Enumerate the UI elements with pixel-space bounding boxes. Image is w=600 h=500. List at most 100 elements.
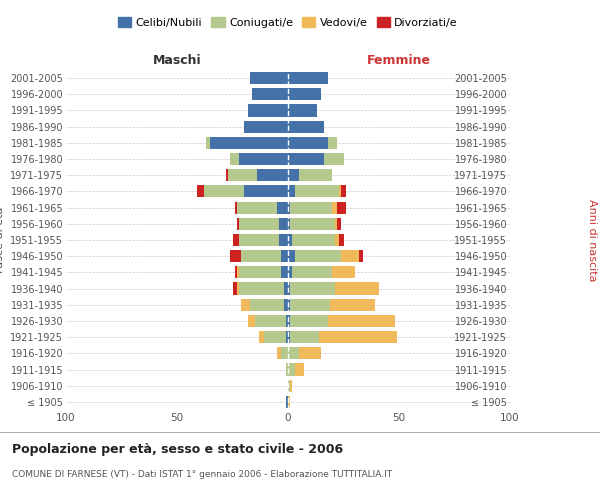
Bar xyxy=(203,186,244,198)
Bar xyxy=(235,266,237,278)
Text: Popolazione per età, sesso e stato civile - 2006: Popolazione per età, sesso e stato civil… xyxy=(12,442,343,456)
Bar xyxy=(288,364,295,376)
Bar xyxy=(290,218,335,230)
Bar xyxy=(233,282,237,294)
Bar xyxy=(281,250,288,262)
Bar xyxy=(263,331,286,343)
Bar xyxy=(230,250,241,262)
Bar xyxy=(288,88,322,101)
Bar xyxy=(235,202,237,213)
Bar xyxy=(339,186,341,198)
Bar xyxy=(299,169,332,181)
Bar xyxy=(335,234,339,246)
Bar xyxy=(286,331,288,343)
Bar xyxy=(328,315,395,327)
Bar xyxy=(295,364,304,376)
Bar xyxy=(233,234,239,246)
Bar xyxy=(290,298,330,311)
Bar xyxy=(250,72,288,84)
Bar xyxy=(237,266,239,278)
Bar xyxy=(248,315,254,327)
Bar xyxy=(241,298,250,311)
Bar xyxy=(290,380,292,392)
Bar xyxy=(288,348,299,360)
Bar xyxy=(248,104,288,117)
Bar xyxy=(332,202,337,213)
Bar xyxy=(211,137,288,149)
Bar xyxy=(279,218,288,230)
Bar xyxy=(337,218,341,230)
Bar xyxy=(299,348,322,360)
Bar xyxy=(226,169,228,181)
Bar xyxy=(230,153,239,165)
Bar xyxy=(206,137,211,149)
Bar xyxy=(292,266,332,278)
Y-axis label: Fasce di età: Fasce di età xyxy=(0,207,5,273)
Bar xyxy=(330,298,374,311)
Bar xyxy=(359,250,364,262)
Bar xyxy=(341,250,359,262)
Bar xyxy=(288,282,290,294)
Bar xyxy=(237,282,239,294)
Bar xyxy=(323,153,343,165)
Bar xyxy=(337,202,346,213)
Bar xyxy=(239,282,284,294)
Bar xyxy=(284,282,288,294)
Bar xyxy=(335,218,337,230)
Bar xyxy=(292,234,335,246)
Bar xyxy=(332,266,355,278)
Bar xyxy=(253,88,288,101)
Bar xyxy=(288,380,290,392)
Bar xyxy=(288,315,290,327)
Bar xyxy=(288,266,292,278)
Bar xyxy=(286,396,288,408)
Bar xyxy=(319,331,397,343)
Bar xyxy=(250,298,284,311)
Bar xyxy=(284,298,288,311)
Bar xyxy=(290,202,332,213)
Bar xyxy=(239,266,281,278)
Bar xyxy=(288,186,295,198)
Bar xyxy=(290,282,335,294)
Bar xyxy=(277,348,281,360)
Bar xyxy=(288,250,295,262)
Bar xyxy=(279,234,288,246)
Bar xyxy=(257,169,288,181)
Bar xyxy=(290,331,319,343)
Bar xyxy=(328,137,337,149)
Bar xyxy=(244,120,288,132)
Bar xyxy=(295,250,341,262)
Bar xyxy=(288,298,290,311)
Bar xyxy=(288,218,290,230)
Bar xyxy=(288,331,290,343)
Bar xyxy=(259,331,263,343)
Bar xyxy=(197,186,203,198)
Bar xyxy=(286,315,288,327)
Bar xyxy=(241,250,281,262)
Bar xyxy=(290,315,328,327)
Bar xyxy=(288,202,290,213)
Bar xyxy=(288,137,328,149)
Bar xyxy=(286,364,288,376)
Text: Anni di nascita: Anni di nascita xyxy=(587,198,597,281)
Bar xyxy=(254,315,286,327)
Bar xyxy=(281,348,288,360)
Bar xyxy=(288,120,323,132)
Bar xyxy=(288,396,290,408)
Bar xyxy=(295,186,339,198)
Bar xyxy=(341,186,346,198)
Bar xyxy=(288,104,317,117)
Bar xyxy=(288,169,299,181)
Bar xyxy=(288,153,323,165)
Text: Maschi: Maschi xyxy=(152,54,202,67)
Bar xyxy=(239,234,279,246)
Bar xyxy=(237,202,277,213)
Bar xyxy=(281,266,288,278)
Bar xyxy=(288,72,328,84)
Bar xyxy=(239,218,279,230)
Text: Femmine: Femmine xyxy=(367,54,431,67)
Text: COMUNE DI FARNESE (VT) - Dati ISTAT 1° gennaio 2006 - Elaborazione TUTTITALIA.IT: COMUNE DI FARNESE (VT) - Dati ISTAT 1° g… xyxy=(12,470,392,479)
Bar xyxy=(237,218,239,230)
Bar xyxy=(339,234,343,246)
Bar xyxy=(228,169,257,181)
